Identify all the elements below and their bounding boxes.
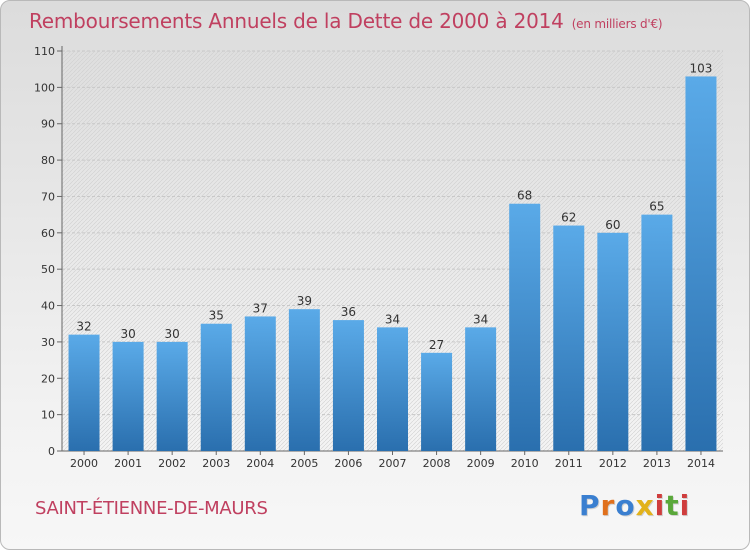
x-tick-label-2009: 2009 (467, 457, 495, 470)
y-tick-label: 40 (41, 300, 55, 313)
x-tick-label-2007: 2007 (379, 457, 407, 470)
bar-2007 (377, 327, 408, 451)
logo-letter: P (579, 489, 601, 522)
value-label-2005: 39 (297, 294, 312, 308)
x-tick-label-2010: 2010 (511, 457, 539, 470)
bar-2005 (288, 309, 320, 451)
x-tick-label-2001: 2001 (114, 457, 142, 470)
value-label-2007: 34 (385, 312, 400, 326)
value-label-2004: 37 (253, 301, 268, 315)
bar-2008 (421, 352, 453, 451)
y-tick-label: 110 (34, 45, 55, 58)
city-name: SAINT-ÉTIENNE-DE-MAURS (35, 498, 268, 519)
logo-letter: o (615, 489, 636, 522)
value-label-2010: 68 (517, 189, 532, 203)
value-label-2011: 62 (561, 211, 576, 225)
x-tick-label-2014: 2014 (687, 457, 715, 470)
x-tick-label-2011: 2011 (555, 457, 583, 470)
y-tick-label: 0 (48, 445, 55, 458)
y-tick-label: 50 (41, 263, 55, 276)
value-label-2000: 32 (76, 320, 91, 334)
x-tick-label-2000: 2000 (70, 457, 98, 470)
x-tick-label-2008: 2008 (423, 457, 451, 470)
bar-2000 (68, 334, 100, 451)
value-label-2008: 27 (429, 338, 444, 352)
value-label-2006: 36 (341, 305, 356, 319)
bar-2012 (597, 232, 629, 451)
y-tick-label: 20 (41, 372, 55, 385)
x-tick-label-2004: 2004 (246, 457, 274, 470)
x-tick-label-2013: 2013 (643, 457, 671, 470)
proxiti-logo: Proxiti (579, 489, 690, 523)
bar-2001 (112, 341, 144, 451)
bar-2009 (465, 327, 497, 451)
logo-letter: t (665, 489, 680, 522)
bar-2010 (509, 203, 541, 451)
y-tick-label: 100 (34, 81, 55, 94)
chart-title: Remboursements Annuels de la Dette de 20… (29, 9, 663, 33)
bar-2006 (332, 320, 364, 451)
y-tick-label: 90 (41, 118, 55, 131)
x-tick-label-2002: 2002 (158, 457, 186, 470)
bar-2002 (156, 341, 188, 451)
value-label-2009: 34 (473, 312, 488, 326)
bar-2004 (244, 316, 276, 451)
y-tick-label: 10 (41, 409, 55, 422)
x-tick-label-2005: 2005 (290, 457, 318, 470)
y-tick-label: 60 (41, 227, 55, 240)
bar-2014 (685, 76, 717, 452)
unit-label: (en milliers d'€) (571, 17, 663, 31)
logo-letter: x (635, 489, 655, 522)
value-label-2014: 103 (690, 61, 713, 75)
bar-2011 (553, 225, 585, 451)
logo-letter: r (600, 489, 616, 522)
y-tick-label: 80 (41, 154, 55, 167)
value-label-2012: 60 (605, 218, 620, 232)
x-tick-label-2012: 2012 (599, 457, 627, 470)
y-tick-label: 30 (41, 336, 55, 349)
y-tick-label: 70 (41, 190, 55, 203)
bar-2003 (200, 323, 232, 451)
value-label-2003: 35 (209, 309, 224, 323)
logo-letter: i (654, 489, 666, 522)
value-label-2002: 30 (165, 327, 180, 341)
bar-2013 (641, 214, 673, 451)
x-tick-label-2006: 2006 (334, 457, 362, 470)
value-label-2001: 30 (120, 327, 135, 341)
value-label-2013: 65 (649, 200, 664, 214)
logo-letter: i (679, 489, 691, 522)
x-tick-label-2003: 2003 (202, 457, 230, 470)
